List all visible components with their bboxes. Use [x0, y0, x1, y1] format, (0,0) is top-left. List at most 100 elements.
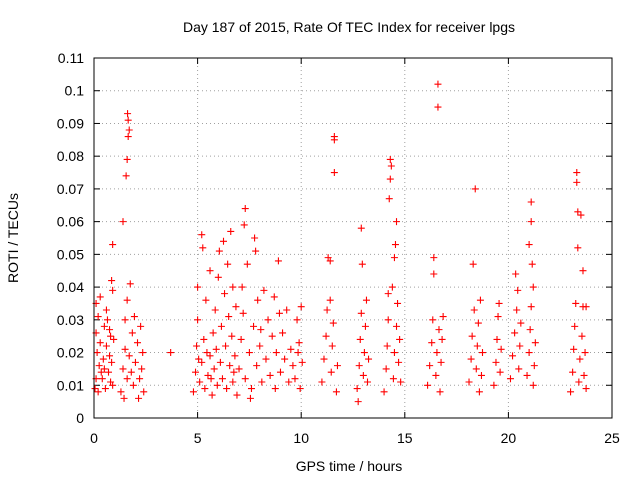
data-point — [393, 218, 401, 226]
data-point — [365, 355, 373, 363]
data-point — [433, 349, 441, 357]
data-point — [124, 116, 132, 124]
data-point — [196, 378, 204, 386]
data-point — [492, 358, 500, 366]
data-point — [99, 355, 107, 363]
data-point — [121, 345, 129, 353]
data-point — [283, 306, 291, 314]
data-point — [246, 394, 254, 402]
data-point — [126, 280, 134, 288]
data-point — [573, 178, 581, 186]
data-point — [477, 371, 485, 379]
data-point — [465, 378, 473, 386]
data-point — [497, 345, 505, 353]
y-tick-label: 0.07 — [57, 181, 84, 197]
data-point — [490, 381, 498, 389]
data-point — [268, 332, 276, 340]
data-point — [222, 342, 230, 350]
data-point — [220, 237, 227, 245]
data-point — [233, 391, 241, 399]
data-point — [136, 375, 144, 383]
data-point — [240, 221, 248, 229]
x-tick-label: 5 — [194, 430, 202, 446]
data-point — [235, 365, 243, 373]
data-point — [333, 362, 341, 370]
data-point — [384, 290, 392, 298]
data-point — [195, 355, 203, 363]
data-point — [389, 375, 397, 383]
data-point — [206, 352, 214, 360]
data-point — [225, 313, 233, 321]
data-point — [229, 283, 237, 291]
data-point — [429, 316, 437, 324]
data-point — [575, 378, 583, 386]
data-point — [227, 227, 235, 235]
data-point — [239, 309, 247, 317]
data-point — [436, 388, 444, 396]
data-point — [525, 349, 533, 357]
data-point — [329, 319, 337, 327]
data-point — [247, 385, 255, 393]
data-point — [357, 224, 365, 232]
data-point — [577, 211, 585, 219]
data-point — [123, 155, 131, 163]
data-point — [119, 365, 127, 373]
data-point — [139, 349, 147, 357]
data-point — [256, 342, 264, 350]
data-point — [359, 371, 367, 379]
data-point — [135, 394, 143, 402]
data-point — [476, 296, 484, 304]
data-point — [194, 316, 202, 324]
data-point — [357, 309, 365, 317]
data-point — [574, 244, 582, 252]
data-point — [245, 349, 253, 357]
data-point — [390, 349, 398, 357]
data-point — [294, 349, 302, 357]
data-point — [124, 133, 132, 141]
data-point — [125, 352, 133, 360]
data-point — [318, 378, 326, 386]
data-point — [438, 335, 446, 343]
data-point — [394, 299, 402, 307]
y-tick-label: 0.09 — [57, 115, 84, 131]
data-point — [212, 345, 220, 353]
data-point — [215, 247, 223, 255]
data-point — [275, 309, 283, 317]
data-point — [527, 198, 535, 206]
data-point — [97, 368, 105, 376]
data-point — [437, 358, 445, 366]
data-point — [386, 175, 394, 183]
data-point — [199, 244, 207, 252]
data-point — [119, 218, 127, 226]
data-point — [287, 345, 295, 353]
data-point — [383, 342, 391, 350]
data-point — [297, 303, 305, 311]
data-point — [221, 290, 229, 298]
data-point — [474, 319, 482, 327]
data-point — [192, 368, 200, 376]
y-tick-label: 0.1 — [65, 83, 85, 99]
data-point — [567, 388, 575, 396]
x-tick-label: 25 — [604, 430, 620, 446]
data-point — [224, 260, 232, 268]
data-point — [495, 299, 503, 307]
data-point — [274, 257, 282, 265]
data-point — [523, 371, 531, 379]
data-point — [243, 260, 251, 268]
data-point — [358, 260, 366, 268]
data-point — [384, 316, 392, 324]
data-point — [198, 231, 206, 239]
y-tick-label: 0.02 — [57, 345, 84, 361]
data-point — [328, 342, 336, 350]
data-point — [472, 365, 480, 373]
data-point — [109, 286, 117, 294]
data-point — [473, 342, 481, 350]
data-point — [469, 260, 477, 268]
data-point — [512, 270, 520, 278]
data-point — [206, 267, 214, 275]
data-point — [354, 398, 362, 406]
data-point — [298, 358, 306, 366]
data-point — [281, 355, 289, 363]
data-point — [330, 169, 338, 177]
